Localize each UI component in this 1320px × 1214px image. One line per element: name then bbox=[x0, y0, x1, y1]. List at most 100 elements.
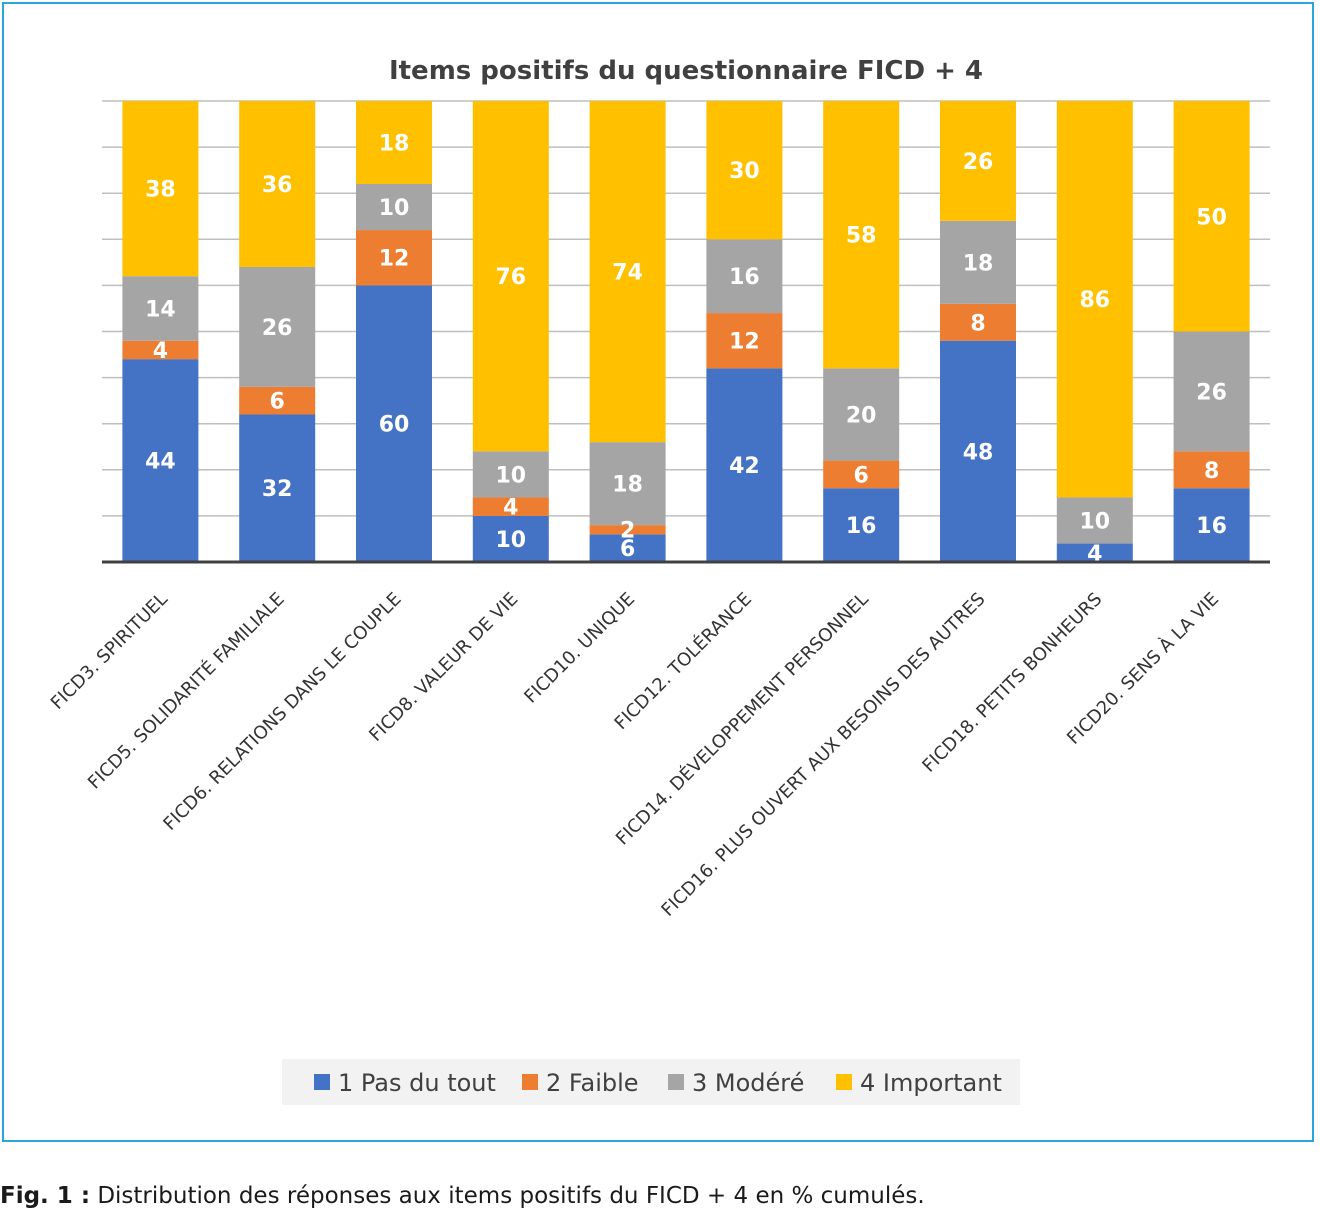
bar-segment bbox=[239, 386, 316, 415]
data-label: 6 bbox=[270, 390, 285, 415]
data-label: 6 bbox=[854, 463, 869, 488]
data-label: 44 bbox=[145, 450, 176, 475]
legend: 1 Pas du tout 2 Faible 3 Modéré 4 Important bbox=[282, 1059, 1020, 1105]
bar-segment bbox=[1173, 101, 1250, 332]
data-label: 58 bbox=[846, 224, 877, 249]
data-label: 26 bbox=[963, 150, 994, 175]
chart-title: Items positifs du questionnaire FICD + 4 bbox=[389, 56, 983, 86]
data-label: 36 bbox=[262, 173, 293, 198]
bar-segment bbox=[1173, 451, 1250, 489]
data-label: 50 bbox=[1196, 205, 1227, 230]
data-label: 10 bbox=[1079, 510, 1110, 535]
data-label: 4 bbox=[153, 339, 168, 364]
data-label: 4 bbox=[503, 496, 518, 521]
bar-segment bbox=[940, 220, 1016, 304]
legend-swatch bbox=[668, 1074, 684, 1090]
bar-segment bbox=[589, 534, 666, 562]
caption-text: Distribution des réponses aux items posi… bbox=[90, 1183, 925, 1209]
bar-segment bbox=[940, 101, 1016, 221]
data-label: 18 bbox=[612, 473, 643, 498]
data-label: 26 bbox=[262, 316, 293, 341]
bar-segment bbox=[472, 497, 549, 516]
data-label: 60 bbox=[379, 413, 410, 438]
chart-frame: Items positifs du questionnaire FICD + 4… bbox=[2, 2, 1314, 1142]
bar-segment bbox=[823, 368, 900, 461]
data-label: 10 bbox=[495, 528, 526, 553]
data-label: 14 bbox=[145, 297, 176, 322]
data-label: 8 bbox=[970, 311, 985, 336]
bar-segment bbox=[472, 451, 549, 498]
data-label: 12 bbox=[379, 247, 410, 272]
bar-segment bbox=[122, 101, 199, 277]
bar-segment bbox=[472, 515, 549, 562]
bars: 4441438326263660121018104107662187442121… bbox=[122, 101, 1250, 567]
data-label: 48 bbox=[963, 440, 994, 465]
legend-label: 1 Pas du tout bbox=[338, 1069, 496, 1097]
bar-segment bbox=[1173, 488, 1250, 562]
bar-segment bbox=[706, 313, 783, 369]
category-label: FICD3. SPIRITUEL bbox=[47, 589, 172, 714]
data-label: 12 bbox=[729, 330, 760, 355]
data-label: 18 bbox=[963, 251, 994, 276]
bar-segment bbox=[356, 183, 432, 231]
legend-label: 3 Modéré bbox=[692, 1069, 804, 1097]
bar-segment bbox=[1056, 101, 1133, 498]
data-label: 32 bbox=[262, 477, 293, 502]
bar-segment bbox=[1056, 497, 1133, 544]
bar-segment bbox=[122, 276, 199, 341]
category-label: FICD10. UNIQUE bbox=[520, 589, 639, 708]
stacked-bar-chart: Items positifs du questionnaire FICD + 4… bbox=[47, 56, 1270, 1105]
data-label: 10 bbox=[379, 196, 410, 221]
bar-segment bbox=[823, 101, 900, 369]
caption-label: Fig. 1 : bbox=[0, 1183, 91, 1209]
bar-segment bbox=[589, 442, 666, 526]
bar-segment bbox=[122, 340, 199, 360]
category-label: FICD5. SOLIDARITÉ FAMILIALE bbox=[83, 588, 288, 793]
data-label: 86 bbox=[1079, 288, 1110, 313]
legend-swatch bbox=[522, 1074, 538, 1090]
bar-segment bbox=[706, 368, 783, 562]
data-label: 74 bbox=[612, 261, 643, 286]
bar-segment bbox=[940, 340, 1016, 562]
bar-segment bbox=[589, 101, 666, 443]
data-label: 76 bbox=[495, 265, 526, 290]
bar-segment bbox=[706, 101, 783, 240]
legend-label: 2 Faible bbox=[546, 1069, 639, 1097]
bar-segment bbox=[472, 101, 549, 452]
bar-segment bbox=[356, 230, 432, 286]
data-label: 38 bbox=[145, 178, 176, 203]
bar-segment bbox=[122, 359, 199, 562]
data-label: 6 bbox=[620, 537, 635, 562]
data-label: 42 bbox=[729, 454, 760, 479]
figure-caption: Fig. 1 : Distribution des réponses aux i… bbox=[0, 1183, 925, 1209]
bar-segment bbox=[239, 266, 316, 387]
legend-label: 4 Important bbox=[860, 1069, 1002, 1097]
data-label: 16 bbox=[729, 265, 760, 290]
bar-segment bbox=[823, 460, 900, 489]
bar-segment bbox=[589, 525, 666, 535]
bar-segment bbox=[706, 239, 783, 314]
data-label: 8 bbox=[1204, 459, 1219, 484]
bar-segment bbox=[940, 303, 1016, 341]
legend-swatch bbox=[836, 1074, 852, 1090]
legend-swatch bbox=[314, 1074, 330, 1090]
data-label: 18 bbox=[379, 131, 410, 156]
legend-background bbox=[282, 1059, 1020, 1105]
bar-segment bbox=[356, 285, 432, 562]
bar-segment bbox=[1056, 543, 1133, 562]
data-label: 20 bbox=[846, 403, 877, 428]
category-label: FICD6. RELATIONS DANS LE COUPLE bbox=[159, 589, 405, 835]
bar-segment bbox=[823, 488, 900, 562]
data-label: 10 bbox=[495, 463, 526, 488]
bar-segment bbox=[239, 101, 316, 267]
data-label: 2 bbox=[620, 519, 635, 544]
data-label: 16 bbox=[846, 514, 877, 539]
data-label: 26 bbox=[1196, 380, 1227, 405]
data-label: 30 bbox=[729, 159, 760, 184]
category-label: FICD14. DÉVELOPPEMENT PERSONNEL bbox=[611, 588, 872, 849]
bar-segment bbox=[1173, 331, 1250, 452]
bar-segment bbox=[356, 101, 432, 184]
data-label: 16 bbox=[1196, 514, 1227, 539]
bar-segment bbox=[239, 414, 316, 562]
